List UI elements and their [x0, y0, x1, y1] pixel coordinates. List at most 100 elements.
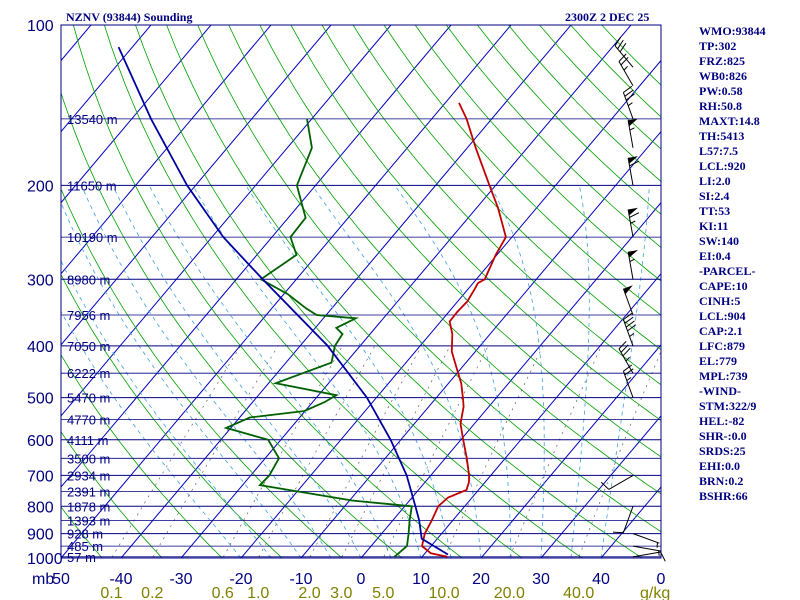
mixing-ratio-tick-label: 0.2	[141, 585, 163, 600]
isotherm-line	[420, 272, 661, 558]
valid-time: 2300Z 2 DEC 25	[565, 10, 649, 24]
pressure-tick-label: 200	[27, 178, 54, 195]
wind-barb	[622, 312, 637, 347]
wind-barb-flag	[629, 160, 640, 167]
temperature-tick-label: 0	[357, 571, 366, 588]
index-item: CINH:5	[699, 294, 741, 308]
wind-barb-staff	[632, 545, 661, 552]
index-item: MPL:739	[699, 369, 748, 383]
height-level-label: 13540 m	[67, 112, 118, 127]
isotherm-line	[180, 25, 632, 558]
temperature-tick-label: 20	[472, 571, 490, 588]
temperature-tick-label: -10	[289, 571, 312, 588]
mixing-ratio-line	[257, 345, 376, 558]
dry-adiabat-line	[104, 25, 523, 558]
pressure-tick-label: 1000	[27, 551, 63, 568]
wind-barb-flag	[614, 36, 622, 47]
index-item: SHR-:0.0	[699, 429, 747, 443]
temperature-profile	[420, 102, 507, 558]
index-item: -PARCEL-	[699, 264, 756, 278]
wind-barb-half-flag	[623, 65, 628, 71]
wind-barb-flag	[622, 347, 631, 357]
mixing-ratio-line	[340, 345, 451, 558]
dry-adiabat-line	[61, 354, 223, 558]
wind-barb-flag	[617, 39, 624, 50]
index-item: -WIND-	[699, 384, 741, 398]
mixing-ratio-tick-label: 40.0	[563, 585, 594, 600]
mixing-ratio-tick-label: 20.0	[494, 585, 525, 600]
wind-barb	[618, 340, 634, 374]
wind-barb	[600, 474, 634, 490]
wind-barb-flag	[624, 368, 634, 376]
index-item: L57:7.5	[699, 144, 738, 158]
isotherm-line	[120, 25, 572, 558]
height-level-label: 8980 m	[67, 272, 110, 287]
index-item: LFC:879	[699, 339, 745, 353]
wind-barb-flag	[620, 344, 629, 353]
isotherm-line	[61, 25, 452, 488]
mixing-ratio-tick-label: 10.0	[429, 585, 460, 600]
wind-barb-flag	[660, 551, 666, 562]
index-item: EI:0.4	[699, 249, 731, 263]
mixing-ratio-line	[382, 345, 489, 558]
isotherm-line	[61, 25, 212, 204]
height-level-label: 4111 m	[67, 433, 108, 448]
wind-barb-flag	[618, 53, 627, 62]
dry-adiabat-line	[290, 25, 661, 421]
temperature-tick-label: 30	[532, 571, 550, 588]
wind-barb	[622, 85, 635, 120]
index-item: CAPE:10	[699, 279, 748, 293]
wind-barb-flag	[600, 481, 610, 490]
index-item: TP:302	[699, 39, 737, 53]
wind-barb-half-flag	[629, 127, 635, 131]
index-item: TH:5413	[699, 129, 745, 143]
height-level-label: 3500 m	[67, 451, 110, 466]
wind-barb	[627, 156, 640, 186]
height-level-label: 10190 m	[67, 230, 118, 245]
pressure-tick-label: 900	[27, 527, 54, 544]
moist-adiabat-line	[490, 185, 545, 558]
wind-barb-staff	[618, 61, 634, 86]
mixing-ratio-line	[222, 345, 343, 558]
mixing-ratio-tick-label: 1.0	[247, 585, 269, 600]
sounding-profiles	[117, 46, 507, 558]
index-item: SI:2.4	[699, 189, 730, 203]
wind-barb-half-flag	[629, 258, 635, 263]
height-level-label: 11650 m	[67, 178, 117, 193]
index-item: STM:322/9	[699, 399, 757, 413]
dry-adiabat-line	[61, 187, 343, 558]
index-item: BRN:0.2	[699, 474, 744, 488]
temperature-tick-label: -30	[169, 571, 192, 588]
index-item: LCL:904	[699, 309, 746, 323]
temperature-tick-label: 0	[657, 571, 666, 588]
wind-barb-staff	[614, 45, 634, 68]
isotherm-line	[61, 25, 512, 558]
dry-adiabat-line	[259, 25, 661, 458]
dry-adiabat-line	[352, 25, 661, 351]
index-item: WMO:93844	[699, 24, 766, 38]
temperature-tick-label: -20	[229, 571, 252, 588]
wind-barb-flag	[624, 316, 634, 324]
index-item: SRDS:25	[699, 444, 746, 458]
wind-barb-flag	[623, 85, 633, 93]
index-item: SW:140	[699, 234, 740, 248]
temperature-tick-label: -40	[109, 571, 132, 588]
wind-barb	[612, 506, 634, 534]
mixing-ratio-line	[151, 345, 279, 558]
wind-barb-flag	[629, 212, 640, 218]
wind-barb-staff	[627, 157, 634, 186]
wind-barb-staff	[608, 474, 634, 490]
pressure-tick-label: 800	[27, 499, 54, 516]
height-level-label: 1393 m	[67, 513, 110, 528]
isotherm-line	[360, 201, 661, 558]
index-item: WB0:826	[699, 69, 747, 83]
pressure-tick-label: 600	[27, 433, 54, 450]
wind-barb-flag	[623, 312, 633, 321]
wind-barb-pennant	[628, 250, 638, 258]
wind-barb-staff	[622, 506, 634, 533]
mixing-ratio-tick-label: 3.0	[330, 585, 352, 600]
index-item: RH:50.8	[699, 99, 742, 113]
parcel-profile	[117, 46, 449, 556]
pressure-tick-label: 100	[27, 18, 54, 35]
mixing-ratio-line	[309, 345, 422, 558]
